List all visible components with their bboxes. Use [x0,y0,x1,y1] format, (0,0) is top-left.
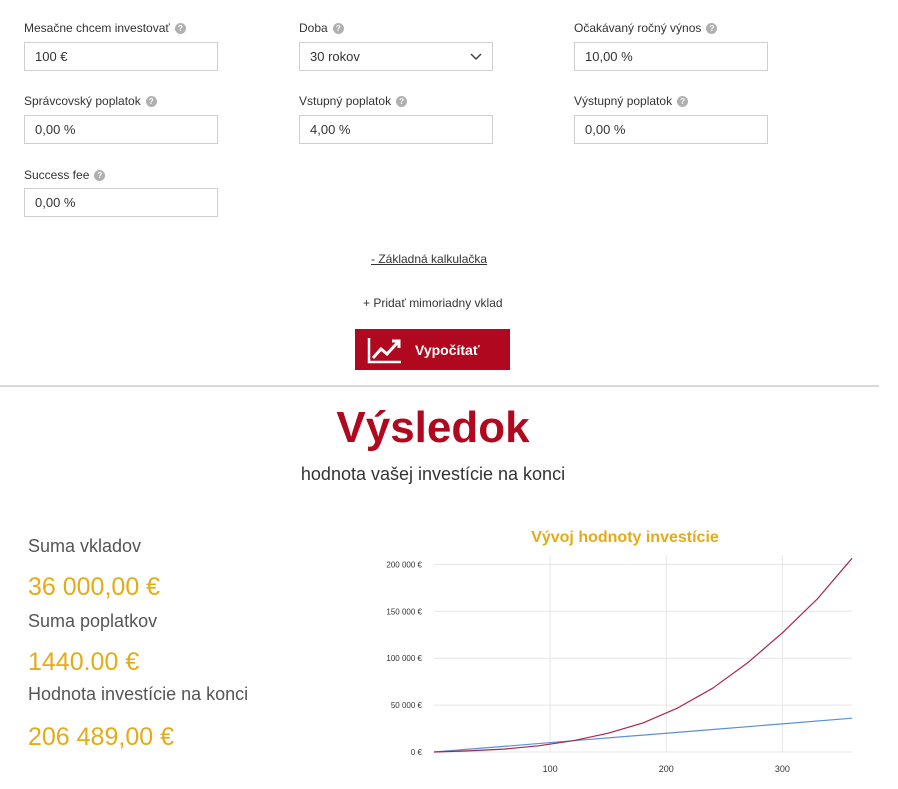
result-subtitle: hodnota vašej investície na konci [300,464,566,484]
exit-fee-label-text: Výstupný poplatok [574,94,673,108]
management-fee-input[interactable]: 0,00 % [24,115,218,144]
monthly-input[interactable]: 100 € [24,42,218,71]
calculate-button-label: Vypočítať [415,341,480,358]
success-fee-label-text: Success fee [24,168,90,182]
help-icon[interactable]: ? [706,22,718,34]
duration-label-text: Doba [299,21,328,35]
y-tick-label: 100 000 € [386,654,422,663]
investment-value-series-line [433,557,853,753]
help-icon[interactable]: ? [677,95,689,107]
x-tick-label: 200 [659,764,674,774]
entry-fee-label-text: Vstupný poplatok [299,94,392,108]
y-tick-label: 0 € [411,748,423,757]
entry-fee-input[interactable]: 4,00 % [299,115,493,144]
expected-return-label-text: Očakávaný ročný výnos [574,21,702,35]
duration-select-value: 30 rokov [310,49,360,64]
result-title: Výsledok [336,403,530,452]
expected-return-input[interactable]: 10,00 % [574,42,768,71]
expected-return-label: Očakávaný ročný výnos? [574,21,718,35]
fees-sum-label: Suma poplatkov [28,611,158,631]
exit-fee-label: Výstupný poplatok? [574,94,689,108]
x-tick-label: 100 [543,764,558,774]
chart-trend-icon [367,337,401,363]
monthly-label: Mesačne chcem investovať? [24,21,186,35]
chart-title: Vývoj hodnoty investície [531,529,719,546]
help-icon[interactable]: ? [396,95,408,107]
exit-fee-input[interactable]: 0,00 % [574,115,768,144]
help-icon[interactable]: ? [332,22,344,34]
monthly-label-text: Mesačne chcem investovať [24,21,170,35]
basic-calculator-link[interactable]: - Základná kalkulačka [371,252,488,266]
success-fee-label: Success fee? [24,168,106,182]
y-tick-label: 150 000 € [386,607,422,616]
end-value-label: Hodnota investície na konci [28,684,249,704]
duration-label: Doba? [299,21,344,35]
help-icon[interactable]: ? [174,22,186,34]
section-divider [0,385,879,387]
calculate-button[interactable]: Vypočítať [355,329,510,370]
x-tick-label: 300 [775,764,790,774]
success-fee-input[interactable]: 0,00 % [24,188,218,217]
management-fee-label: Správcovský poplatok? [24,94,157,108]
chevron-down-icon [470,52,482,60]
y-tick-label: 200 000 € [386,560,422,569]
end-value-value: 206 489,00 € [28,723,174,751]
add-extra-deposit-link[interactable]: + Pridať mimoriadny vklad [363,296,503,310]
deposits-sum-value: 36 000,00 € [28,573,161,601]
y-tick-label: 50 000 € [391,701,423,710]
fees-sum-value: 1440.00 € [28,648,140,676]
deposits-sum-label: Suma vkladov [28,536,142,556]
deposits-series-line [433,717,853,753]
help-icon[interactable]: ? [94,169,106,181]
help-icon[interactable]: ? [145,95,157,107]
duration-select[interactable]: 30 rokov [299,42,493,71]
management-fee-label-text: Správcovský poplatok [24,94,141,108]
entry-fee-label: Vstupný poplatok? [299,94,408,108]
